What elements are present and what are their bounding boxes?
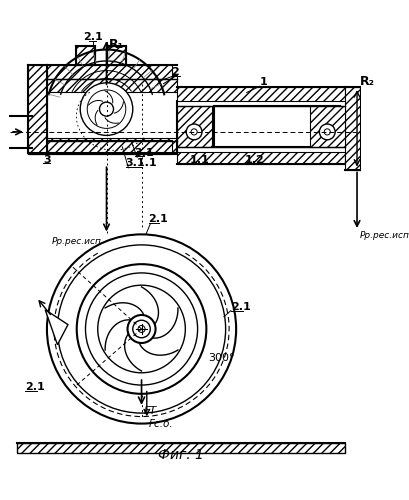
Bar — [176, 106, 211, 147]
Bar — [309, 106, 344, 147]
Circle shape — [127, 315, 155, 343]
Circle shape — [191, 129, 197, 135]
Bar — [344, 87, 360, 170]
Text: 2.1: 2.1 — [25, 382, 45, 392]
Text: 3.1.1: 3.1.1 — [126, 158, 157, 168]
Bar — [76, 46, 95, 66]
Circle shape — [133, 320, 150, 338]
Bar — [214, 106, 339, 147]
Text: 3: 3 — [43, 154, 51, 164]
Circle shape — [186, 124, 202, 140]
Text: 2: 2 — [171, 67, 179, 77]
Circle shape — [324, 129, 330, 135]
Text: Pр.рес.исп: Pр.рес.исп — [359, 231, 409, 240]
Text: 2.1: 2.1 — [148, 214, 168, 224]
Text: Pр.рес.исп: Pр.рес.исп — [52, 237, 102, 246]
Circle shape — [57, 245, 225, 413]
Text: R₁: R₁ — [109, 38, 124, 51]
Text: 3.1: 3.1 — [134, 148, 154, 158]
Bar — [176, 152, 344, 164]
Text: 2.1: 2.1 — [83, 32, 103, 42]
Text: 300°: 300° — [208, 352, 234, 362]
Bar — [27, 138, 176, 154]
Text: 1.1: 1.1 — [189, 154, 209, 164]
Text: FТ: FТ — [144, 406, 157, 416]
Bar — [176, 87, 344, 101]
Text: 2.1: 2.1 — [230, 302, 250, 312]
Circle shape — [97, 285, 185, 373]
Polygon shape — [45, 310, 68, 345]
Bar — [27, 66, 172, 80]
Bar — [27, 66, 47, 154]
Text: Фиг. 1: Фиг. 1 — [157, 448, 203, 462]
Bar — [27, 140, 172, 154]
Bar — [106, 46, 126, 66]
Bar — [17, 443, 344, 454]
Text: R₂: R₂ — [359, 76, 374, 88]
Text: 1.2: 1.2 — [244, 154, 264, 164]
Circle shape — [76, 264, 206, 394]
Circle shape — [47, 234, 236, 424]
Circle shape — [319, 124, 334, 140]
Circle shape — [85, 273, 197, 385]
Circle shape — [138, 326, 145, 332]
Circle shape — [80, 83, 133, 136]
Circle shape — [87, 90, 126, 128]
Circle shape — [99, 102, 113, 116]
Text: Fс.о.: Fс.о. — [148, 419, 173, 429]
Bar — [27, 75, 176, 92]
Text: 1: 1 — [259, 78, 267, 88]
